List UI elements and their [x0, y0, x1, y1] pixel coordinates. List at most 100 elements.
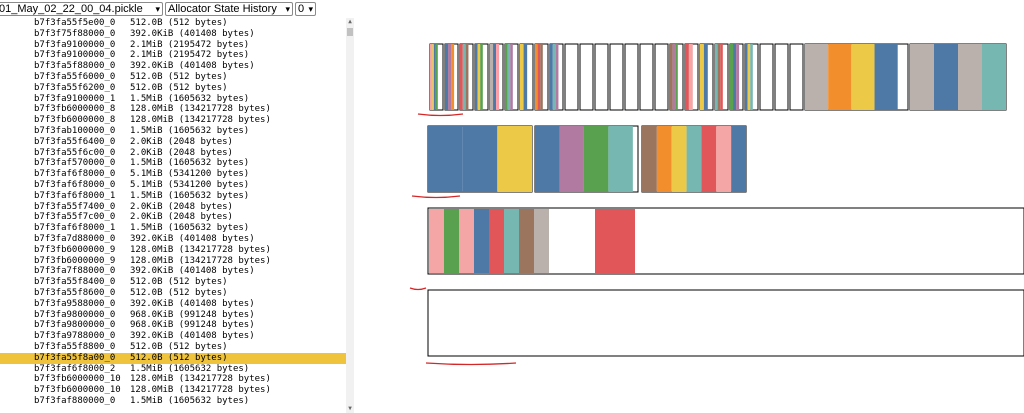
allocation-slice[interactable] — [745, 44, 748, 110]
allocation-slice[interactable] — [510, 44, 513, 110]
allocation-row[interactable]: b7f3f75f88000_0 392.0KiB (401408 bytes) — [0, 29, 346, 40]
allocation-slice[interactable] — [750, 44, 753, 110]
allocation-row[interactable]: b7f3fa55f6c00_0 2.0KiB (2048 bytes) — [0, 148, 346, 159]
allocation-row[interactable]: b7f3fa9588000_0 392.0KiB (401408 bytes) — [0, 299, 346, 310]
list-scrollbar[interactable]: ▲ ▼ — [346, 18, 354, 413]
allocation-slice[interactable] — [716, 126, 732, 192]
allocation-row[interactable]: b7f3fab100000_0 1.5MiB (1605632 bytes) — [0, 126, 346, 137]
allocation-slice[interactable] — [540, 44, 543, 110]
allocation-row[interactable]: b7f3fa55f8400_0 512.0B (512 bytes) — [0, 277, 346, 288]
view-mode-select[interactable]: Allocator State History ▾ — [165, 2, 293, 16]
allocation-row[interactable]: b7f3fa55f6400_0 2.0KiB (2048 bytes) — [0, 137, 346, 148]
memory-block[interactable] — [624, 43, 639, 111]
allocation-slice[interactable] — [475, 44, 478, 110]
allocation-slice[interactable] — [717, 44, 721, 110]
allocation-slice[interactable] — [493, 44, 497, 110]
snapshot-file-select[interactable]: 01_May_02_22_00_04.pickle ▾ — [0, 2, 163, 16]
memory-block[interactable] — [579, 43, 594, 111]
allocation-slice[interactable] — [958, 44, 982, 110]
allocation-slice[interactable] — [874, 44, 898, 110]
allocation-slice[interactable] — [910, 44, 934, 110]
allocation-row[interactable]: b7f3faf6f8000_0 5.1MiB (5341200 bytes) — [0, 180, 346, 191]
allocation-slice[interactable] — [520, 44, 524, 110]
allocation-slice[interactable] — [731, 126, 746, 192]
allocation-slice[interactable] — [730, 44, 734, 110]
allocation-slice[interactable] — [675, 44, 678, 110]
allocation-slice[interactable] — [504, 209, 519, 273]
memory-block[interactable] — [789, 43, 804, 111]
allocation-slice[interactable] — [451, 44, 455, 110]
allocation-slice[interactable] — [497, 126, 532, 192]
allocation-row[interactable]: b7f3fa9100000_1 1.5MiB (1605632 bytes) — [0, 94, 346, 105]
allocation-row[interactable]: b7f3fa9800000_0 968.0KiB (991248 bytes) — [0, 310, 346, 321]
allocation-row[interactable]: b7f3fa55f5e00_0 512.0B (512 bytes) — [0, 18, 346, 29]
allocation-slice[interactable] — [431, 44, 434, 110]
memory-block[interactable] — [594, 43, 609, 111]
allocation-slice[interactable] — [480, 44, 483, 110]
allocation-row[interactable]: b7f3fb6000000_9 128.0MiB (134217728 bytes… — [0, 256, 346, 267]
allocation-slice[interactable] — [686, 126, 702, 192]
allocation-row[interactable]: b7f3fa55f8600_0 512.0B (512 bytes) — [0, 288, 346, 299]
allocation-slice[interactable] — [430, 44, 432, 110]
allocation-slice[interactable] — [703, 44, 708, 110]
allocation-slice[interactable] — [670, 44, 673, 110]
allocation-slice[interactable] — [537, 44, 541, 110]
allocation-row[interactable]: b7f3fa7f88000_0 392.0KiB (401408 bytes) — [0, 266, 346, 277]
allocation-slice[interactable] — [459, 209, 474, 273]
allocation-slice[interactable] — [672, 44, 676, 110]
allocation-slice[interactable] — [519, 209, 534, 273]
allocation-row[interactable]: b7f3faf6f8000_2 1.5MiB (1605632 bytes) — [0, 364, 346, 375]
memory-block[interactable] — [609, 43, 624, 111]
memory-block[interactable] — [427, 289, 1024, 357]
allocation-slice[interactable] — [595, 209, 635, 273]
allocation-slice[interactable] — [851, 44, 875, 110]
allocation-row[interactable]: b7f3fb6000000_9 128.0MiB (134217728 bytes… — [0, 245, 346, 256]
allocation-slice[interactable] — [460, 44, 463, 110]
allocation-row[interactable]: b7f3faf570000_0 1.5MiB (1605632 bytes) — [0, 158, 346, 169]
allocation-slice[interactable] — [671, 126, 687, 192]
allocation-row[interactable]: b7f3fb6000000_8 128.0MiB (134217728 bytes… — [0, 115, 346, 126]
allocation-slice[interactable] — [688, 44, 693, 110]
allocation-slice[interactable] — [496, 44, 500, 110]
allocation-slice[interactable] — [428, 126, 463, 192]
memory-block[interactable] — [774, 43, 789, 111]
allocation-row[interactable]: b7f3fa9100000_0 2.1MiB (2195472 bytes) — [0, 50, 346, 61]
allocation-slice[interactable] — [448, 44, 452, 110]
allocation-slice[interactable] — [507, 44, 511, 110]
allocation-slice[interactable] — [429, 209, 444, 273]
allocation-row[interactable]: b7f3fa7d88000_0 392.0KiB (401408 bytes) — [0, 234, 346, 245]
allocation-slice[interactable] — [444, 209, 459, 273]
allocation-slice[interactable] — [701, 126, 717, 192]
allocation-row[interactable]: b7f3fb6000000_10 128.0MiB (134217728 byte… — [0, 374, 346, 385]
memory-block[interactable] — [654, 43, 669, 111]
allocation-row[interactable]: b7f3fa9800000_0 968.0KiB (991248 bytes) — [0, 320, 346, 331]
allocation-slice[interactable] — [490, 44, 494, 110]
allocation-row[interactable]: b7f3fb6000000_8 128.0MiB (134217728 bytes… — [0, 104, 346, 115]
allocation-row[interactable]: b7f3fa55f8a00_0 512.0B (512 bytes) — [0, 352, 346, 364]
allocation-slice[interactable] — [733, 44, 737, 110]
allocation-slice[interactable] — [474, 209, 489, 273]
memory-block[interactable] — [759, 43, 774, 111]
device-index-select[interactable]: 0 ▾ — [295, 2, 316, 16]
allocation-slice[interactable] — [489, 209, 504, 273]
allocation-slice[interactable] — [535, 44, 538, 110]
allocation-slice[interactable] — [462, 44, 466, 110]
allocation-row[interactable]: b7f3faf6f8000_0 5.1MiB (5341200 bytes) — [0, 169, 346, 180]
allocation-row[interactable]: b7f3fb6000000_10 128.0MiB (134217728 byte… — [0, 385, 346, 396]
allocation-slice[interactable] — [715, 44, 718, 110]
allocation-row[interactable]: b7f3fa55f7c00_0 2.0KiB (2048 bytes) — [0, 212, 346, 223]
memory-block[interactable] — [564, 43, 579, 111]
allocation-row[interactable]: b7f3fa9100000_0 2.1MiB (2195472 bytes) — [0, 40, 346, 51]
allocation-row[interactable]: b7f3fa9788000_0 392.0KiB (401408 bytes) — [0, 331, 346, 342]
allocation-slice[interactable] — [642, 126, 657, 192]
allocation-slice[interactable] — [805, 44, 829, 110]
allocation-slice[interactable] — [747, 44, 751, 110]
allocation-slice[interactable] — [685, 44, 689, 110]
allocation-row[interactable]: b7f3fa55f6200_0 512.0B (512 bytes) — [0, 83, 346, 94]
allocation-slice[interactable] — [477, 44, 481, 110]
allocation-slice[interactable] — [608, 126, 633, 192]
allocation-slice[interactable] — [433, 44, 436, 110]
allocation-slice[interactable] — [550, 44, 553, 110]
allocation-slice[interactable] — [828, 44, 852, 110]
allocation-slice[interactable] — [700, 44, 704, 110]
